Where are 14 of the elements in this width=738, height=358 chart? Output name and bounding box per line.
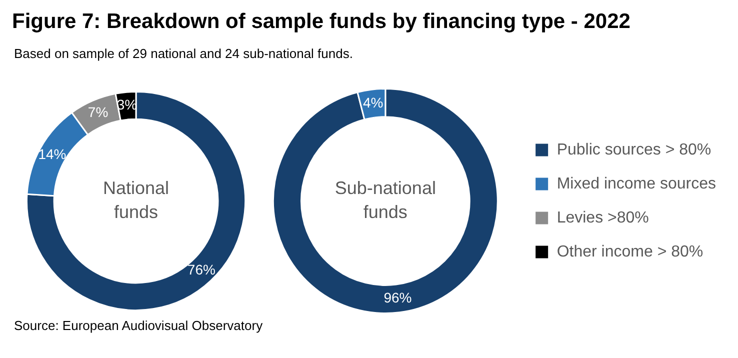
chart-title: Figure 7: Breakdown of sample funds by financing type - 2022 bbox=[12, 10, 630, 34]
legend-label: Other income > 80% bbox=[556, 243, 704, 260]
data-label: 96% bbox=[384, 289, 412, 306]
slice-label: Sub-national funds bbox=[334, 178, 436, 222]
legend-label: Public sources > 80% bbox=[556, 141, 712, 158]
data-label: 7% bbox=[88, 104, 108, 120]
slice-label: National funds bbox=[102, 178, 170, 222]
data-label: 14% bbox=[38, 146, 66, 162]
data-label: 4% bbox=[362, 94, 384, 110]
chart-subtitle: Based on sample of 29 national and 24 sub-national funds. bbox=[14, 46, 353, 61]
legend-label: Mixed income sources bbox=[556, 175, 716, 192]
source-note: Source: European Audiovisual Observatory bbox=[14, 318, 263, 333]
legend-label: Levies >80% bbox=[556, 209, 649, 226]
data-label: 76% bbox=[187, 262, 216, 278]
